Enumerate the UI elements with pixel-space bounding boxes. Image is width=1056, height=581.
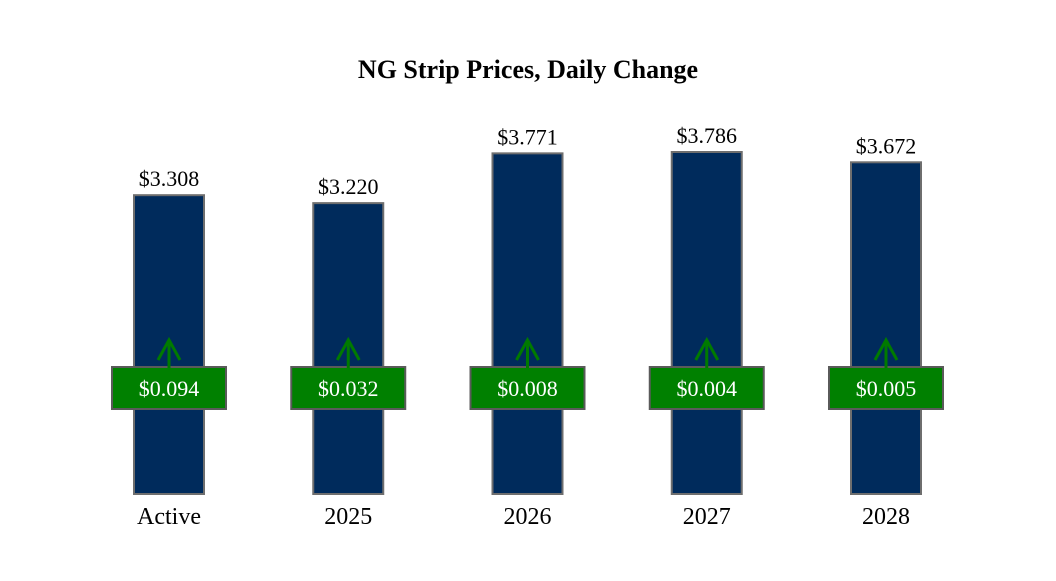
bar-value-label-2: $3.771 [497,124,558,149]
change-box-1 [290,366,407,410]
bar-value-label-0: $3.308 [139,166,200,191]
change-box-0 [111,366,227,410]
bar-3 [670,151,743,495]
bar-value-label-1: $3.220 [318,174,379,199]
x-tick-label-1: 2025 [324,504,372,530]
change-box-3 [648,366,765,410]
up-arrow-icon-4 [873,336,899,368]
bar-value-label-3: $3.786 [677,123,738,148]
change-label-1: $0.032 [318,376,379,401]
chart-title: NG Strip Prices, Daily Change [358,55,698,84]
change-label-0: $0.094 [139,376,200,401]
x-tick-label-2: 2026 [504,504,552,530]
bar-2 [491,152,564,496]
up-arrow-icon-3 [694,336,720,368]
change-label-2: $0.008 [497,376,558,401]
up-arrow-icon-1 [335,336,361,368]
change-box-2 [469,366,586,410]
bar-value-label-4: $3.672 [856,133,917,158]
bar-4 [850,161,922,495]
bars-layer: $3.308 Active $0.094 $3.220 2025 $0.032 $3.771… [111,123,944,530]
x-tick-label-4: 2028 [862,504,910,530]
x-tick-label-0: Active [137,504,201,530]
x-tick-label-3: 2027 [683,504,731,530]
up-arrow-icon-0 [156,336,182,368]
change-label-3: $0.004 [677,376,738,401]
up-arrow-icon-2 [515,336,540,368]
change-label-4: $0.005 [856,376,917,401]
